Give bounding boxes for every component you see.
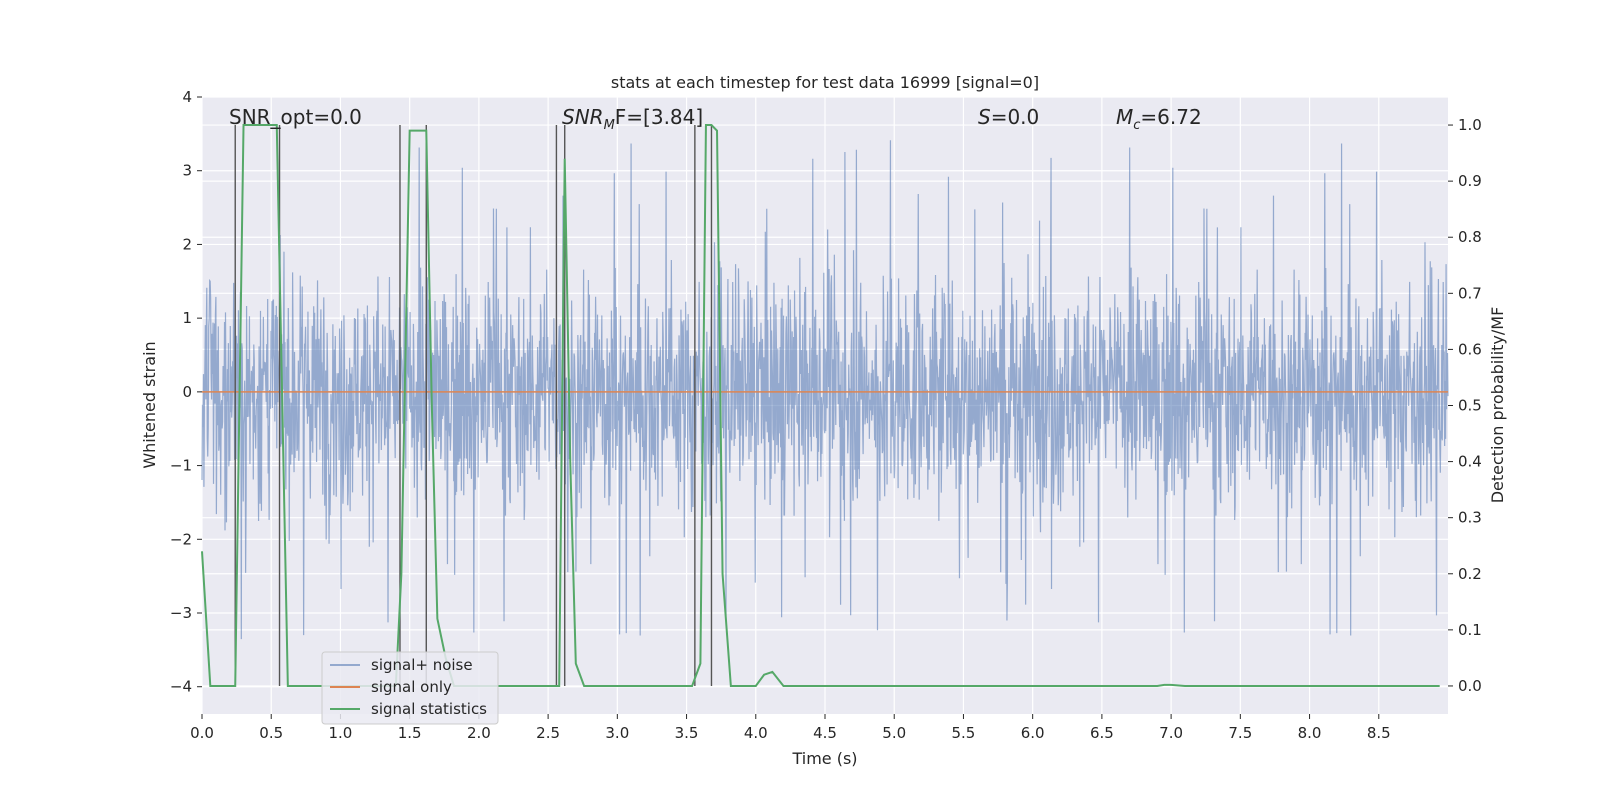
x-tick-label: 1.0: [329, 724, 353, 742]
x-tick-label: 2.5: [536, 724, 560, 742]
annotation-s: S=0.0: [978, 105, 1039, 129]
x-tick-label: 5.5: [952, 724, 976, 742]
y-left-tick-label: −1: [170, 457, 192, 475]
y-right-tick-label: 0.3: [1458, 509, 1482, 527]
x-tick-label: 7.5: [1228, 724, 1252, 742]
legend-box: [321, 651, 499, 725]
x-tick-label: 0.0: [190, 724, 214, 742]
y-left-tick-label: 0: [182, 383, 192, 401]
x-axis-label: Time (s): [791, 749, 857, 768]
y-right-tick-label: 0.5: [1458, 397, 1482, 415]
y-left-tick-label: 4: [182, 88, 192, 106]
series-signal-noise: [201, 140, 1449, 640]
y-right-tick-label: 0.4: [1458, 453, 1482, 471]
annotation-snr-opt: SNR_opt=0.0: [229, 105, 362, 129]
legend-label-signal-noise: signal+ noise: [371, 656, 473, 674]
right-y-axis-label: Detection probability/MF: [1488, 307, 1507, 504]
x-tick-label: 7.0: [1159, 724, 1183, 742]
y-right-tick-label: 1.0: [1458, 116, 1482, 134]
signal-noise-line: [201, 140, 1449, 640]
x-tick-label: 1.5: [398, 724, 422, 742]
x-tick-label: 4.0: [744, 724, 768, 742]
x-tick-label: 8.0: [1298, 724, 1322, 742]
x-axis-ticks: 0.0 0.5 1.0 1.5 2.0 2.5 3.0 3.5 4.0 4.5 5.0 5.5 6.0 6…: [190, 714, 1391, 742]
y-right-tick-label: 0.2: [1458, 565, 1482, 583]
x-tick-label: 3.5: [675, 724, 699, 742]
legend-label-signal-only: signal only: [371, 678, 452, 696]
x-tick-label: 5.0: [882, 724, 906, 742]
y-right-tick-label: 0.0: [1458, 677, 1482, 695]
annotation-snr-mf: SNRMF=[3.84]: [562, 105, 703, 133]
left-y-axis-ticks: 4 3 2 1 0 −1 −2 −3 −4: [170, 88, 202, 696]
annotation-mc: Mc=6.72: [1116, 105, 1202, 133]
y-right-tick-label: 0.8: [1458, 228, 1482, 246]
x-tick-label: 2.0: [467, 724, 491, 742]
chart-title: stats at each timestep for test data 169…: [611, 73, 1039, 92]
legend: signal+ noise signal only signal statist…: [321, 651, 499, 725]
right-y-axis-ticks: 1.0 0.9 0.8 0.7 0.6 0.5 0.4 0.3 0.2 0.1 0.0: [1448, 116, 1482, 695]
y-left-tick-label: −4: [170, 678, 192, 696]
y-right-tick-label: 0.9: [1458, 172, 1482, 190]
y-right-tick-label: 0.6: [1458, 340, 1482, 358]
y-right-tick-label: 0.7: [1458, 284, 1482, 302]
y-left-tick-label: −3: [170, 604, 192, 622]
x-tick-label: 4.5: [813, 724, 837, 742]
x-tick-label: 3.0: [605, 724, 629, 742]
y-left-tick-label: −2: [170, 530, 192, 548]
x-tick-label: 8.5: [1367, 724, 1391, 742]
x-tick-label: 6.0: [1021, 724, 1045, 742]
left-y-axis-label: Whitened strain: [140, 341, 159, 468]
signal-statistics-line: [201, 124, 1440, 687]
x-tick-label: 6.5: [1090, 724, 1114, 742]
y-right-tick-label: 0.1: [1458, 621, 1482, 639]
y-left-tick-label: 1: [182, 309, 192, 327]
legend-label-signal-statistics: signal statistics: [371, 700, 487, 718]
x-tick-label: 0.5: [259, 724, 283, 742]
series-signal-statistics: [201, 124, 1440, 687]
y-left-tick-label: 2: [182, 235, 192, 253]
y-left-tick-label: 3: [182, 162, 192, 180]
